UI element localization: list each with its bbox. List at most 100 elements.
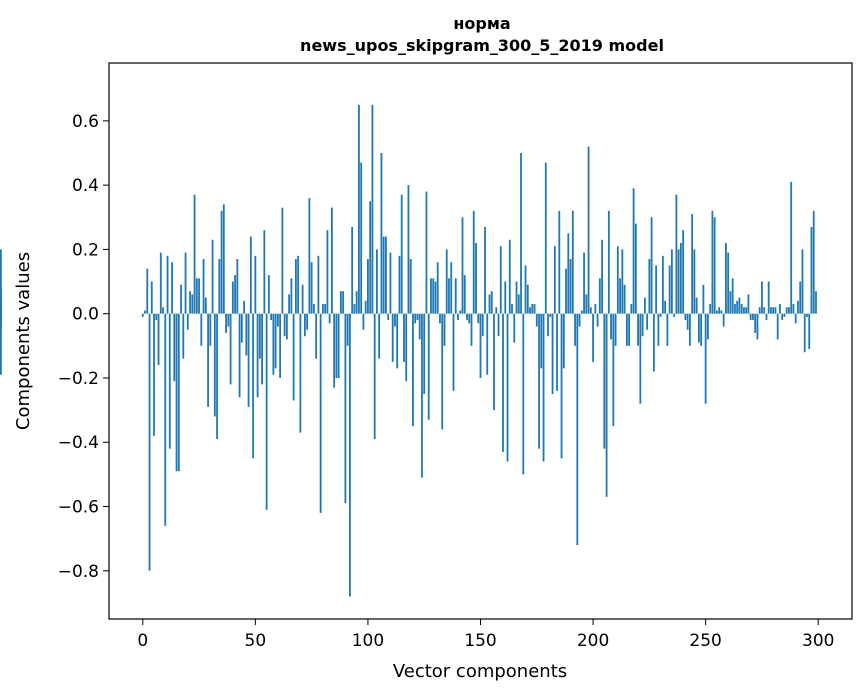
bar [704,313,707,404]
bar [362,313,365,330]
bar [0,249,2,314]
bar [387,313,390,321]
bar [517,294,520,314]
bar [815,291,817,314]
bar [385,236,387,314]
bar [472,210,475,314]
bar [565,268,567,314]
bar [463,275,466,314]
bar [792,304,795,314]
bar [177,313,180,472]
bar [529,307,531,314]
plot-area-frame [108,62,853,620]
bar [321,304,324,314]
bar [659,313,662,317]
bar [571,210,574,314]
bar [679,242,682,314]
bar [578,313,581,327]
bar [171,262,173,314]
bar [249,236,252,314]
y-tick-label: −0.6 [58,498,99,518]
bar [308,197,311,314]
bar [756,313,759,340]
bar [434,281,437,314]
bar [457,313,459,321]
bar [283,313,286,337]
bar [747,294,750,314]
bar [430,278,432,314]
bar [515,281,518,314]
bar [752,313,754,321]
bar [607,210,610,314]
bar [207,313,209,407]
bar [598,278,601,314]
bar [303,313,306,337]
bar [729,291,732,314]
bar [709,304,712,314]
bar [144,310,146,314]
bar [639,313,642,404]
bar [589,307,592,314]
y-tick-label: 0.0 [72,305,99,325]
bar [691,214,694,314]
bar [182,313,185,359]
bar [484,226,486,314]
bar [150,281,153,314]
bar [542,313,545,462]
bar [772,307,775,314]
bar [558,210,561,314]
bar [186,313,189,330]
bar [718,307,721,314]
bar [346,313,349,346]
bar [713,217,716,314]
bar [333,313,336,388]
bar [360,162,363,314]
bar [162,307,164,314]
bar [623,284,626,314]
bar [682,230,685,314]
bar [556,313,558,391]
bar [628,313,630,346]
bar [749,313,752,321]
bar [195,278,198,314]
bar [765,313,768,321]
bar [740,304,743,314]
bar [601,239,603,314]
bar [569,259,572,314]
bar [355,291,358,314]
bar [799,281,802,314]
bar [159,252,162,314]
bar [657,313,660,346]
bar [351,226,354,314]
bar [470,313,473,346]
bar [189,291,191,314]
bar [452,313,455,391]
bar [238,313,241,398]
bar [193,194,196,314]
bar [349,313,351,597]
bar [612,313,615,427]
bar [270,313,273,321]
bars-group [0,104,817,597]
bar [655,265,658,314]
bar [315,313,318,359]
bar [736,300,739,314]
bar [758,307,761,314]
bar [475,242,477,314]
bar [200,313,203,346]
bar [567,233,570,314]
bar [141,313,144,317]
bar [281,207,284,314]
bar [445,249,448,314]
bar [164,313,167,526]
bar [634,223,637,314]
bar [409,259,412,314]
bar [220,210,223,314]
bar [285,313,288,340]
bar [340,291,342,314]
bar [560,313,563,459]
bar [754,313,757,333]
bar [310,262,313,314]
bar [695,297,698,314]
bar [745,307,748,314]
